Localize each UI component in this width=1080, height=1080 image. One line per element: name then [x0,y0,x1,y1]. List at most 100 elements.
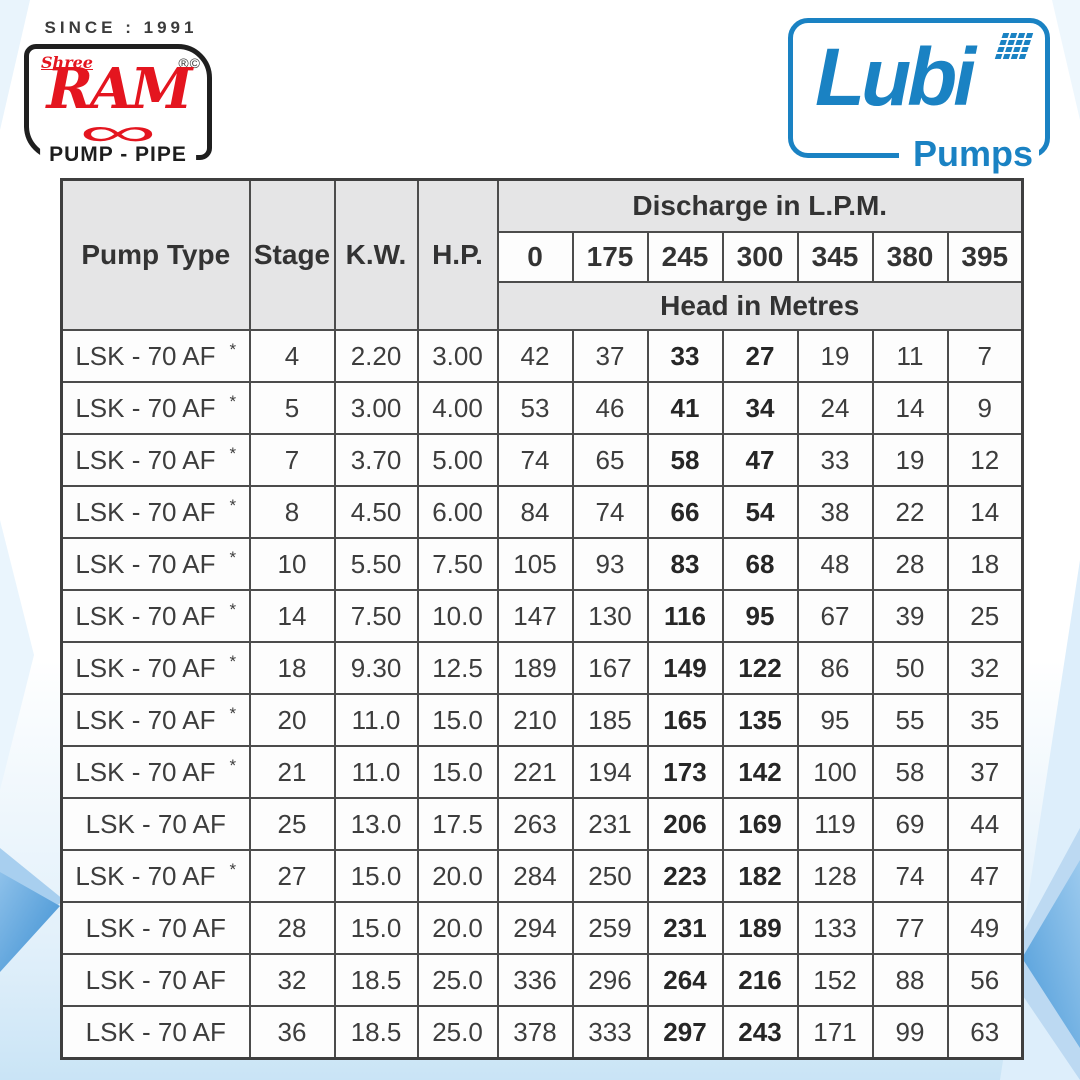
asterisk: * [229,340,237,359]
head-value-cell: 74 [571,485,649,539]
lubi-pumps-label: Pumps [898,133,1039,175]
pump-type-cell: LSK - 70 AF * [60,849,251,903]
head-value-cell: 173 [646,745,724,799]
head-value-cell: 296 [571,953,649,1007]
stage-cell: 14 [248,589,336,643]
head-value-cell: 7 [946,329,1024,383]
hp-cell: 10.0 [416,589,499,643]
head-value-cell: 119 [796,797,874,851]
table-body: LSK - 70 AF * 4 2.20 3.00 42 37 33 27 19 11 7 LSK - … [60,329,1024,1060]
asterisk: * [229,704,237,723]
head-value-cell: 19 [796,329,874,383]
head-value-cell: 54 [721,485,799,539]
discharge-value: 175 [571,231,649,283]
since-1991-label: SINCE : 1991 [44,18,198,37]
pump-type-cell: LSK - 70 AF [60,901,251,955]
pump-type-cell: LSK - 70 AF * [60,693,251,747]
head-value-cell: 55 [871,693,949,747]
head-value-cell: 83 [646,537,724,591]
head-value-cell: 95 [721,589,799,643]
head-value-cell: 41 [646,381,724,435]
table-row: LSK - 70 AF 28 15.0 20.0 294 259 231 189 133 77 49 [60,901,1024,955]
discharge-value: 395 [946,231,1024,283]
kw-cell: 11.0 [333,745,419,799]
hp-cell: 7.50 [416,537,499,591]
discharge-value: 245 [646,231,724,283]
lubi-logo: Lubi Pumps [788,18,1050,175]
head-value-cell: 216 [721,953,799,1007]
head-value-cell: 182 [721,849,799,903]
kw-cell: 11.0 [333,693,419,747]
hp-cell: 25.0 [416,1005,499,1060]
pump-pipe-label: PUMP - PIPE [40,143,196,167]
asterisk: * [229,652,237,671]
head-value-cell: 147 [496,589,574,643]
hp-cell: 17.5 [416,797,499,851]
kw-cell: 13.0 [333,797,419,851]
hp-cell: 6.00 [416,485,499,539]
head-value-cell: 99 [871,1005,949,1060]
head-value-cell: 243 [721,1005,799,1060]
lubi-wordmark: Lubi [815,32,976,123]
asterisk: * [229,860,237,879]
head-value-cell: 130 [571,589,649,643]
head-value-cell: 42 [496,329,574,383]
head-value-cell: 116 [646,589,724,643]
head-value-cell: 93 [571,537,649,591]
stage-cell: 21 [248,745,336,799]
head-value-cell: 11 [871,329,949,383]
head-value-cell: 28 [871,537,949,591]
head-value-cell: 49 [946,901,1024,955]
spec-table-container: Pump Type Stage K.W. H.P. Discharge in L… [60,178,1024,1060]
head-value-cell: 67 [796,589,874,643]
head-value-cell: 27 [721,329,799,383]
table-row: LSK - 70 AF * 20 11.0 15.0 210 185 165 135 95 55 35 [60,693,1024,747]
ram-logo-frame: Shree ®© RAM ∞ PUMP - PIPE [24,44,212,167]
discharge-value: 380 [871,231,949,283]
head-value-cell: 142 [721,745,799,799]
kw-cell: 15.0 [333,849,419,903]
asterisk: * [229,756,237,775]
asterisk: * [229,600,237,619]
stage-cell: 32 [248,953,336,1007]
head-value-cell: 223 [646,849,724,903]
head-value-cell: 189 [496,641,574,695]
table-row: LSK - 70 AF 36 18.5 25.0 378 333 297 243 171 99 63 [60,1005,1024,1060]
stage-cell: 27 [248,849,336,903]
head-value-cell: 47 [721,433,799,487]
head-value-cell: 189 [721,901,799,955]
head-value-cell: 14 [946,485,1024,539]
head-value-cell: 19 [871,433,949,487]
head-value-cell: 9 [946,381,1024,435]
stage-cell: 8 [248,485,336,539]
kw-cell: 7.50 [333,589,419,643]
head-value-cell: 35 [946,693,1024,747]
stage-cell: 18 [248,641,336,695]
halftone-grid-icon [994,33,1034,59]
head-value-cell: 171 [796,1005,874,1060]
ram-logo: SINCE : 1991 Shree ®© RAM ∞ PUMP - PIPE [24,18,212,168]
hp-cell: 15.0 [416,693,499,747]
head-value-cell: 63 [946,1005,1024,1060]
head-value-cell: 294 [496,901,574,955]
head-value-cell: 53 [496,381,574,435]
table-row: LSK - 70 AF * 5 3.00 4.00 53 46 41 34 24 14 9 [60,381,1024,435]
table-row: LSK - 70 AF * 10 5.50 7.50 105 93 83 68 48 28 18 [60,537,1024,591]
head-value-cell: 297 [646,1005,724,1060]
head-value-cell: 86 [796,641,874,695]
head-value-cell: 24 [796,381,874,435]
col-header-stage: Stage [248,178,336,331]
head-value-cell: 68 [721,537,799,591]
head-value-cell: 210 [496,693,574,747]
hp-cell: 3.00 [416,329,499,383]
kw-cell: 5.50 [333,537,419,591]
head-value-cell: 135 [721,693,799,747]
head-value-cell: 221 [496,745,574,799]
table-row: LSK - 70 AF 25 13.0 17.5 263 231 206 169 119 69 44 [60,797,1024,851]
pump-type-cell: LSK - 70 AF * [60,745,251,799]
hp-cell: 20.0 [416,901,499,955]
table-row: LSK - 70 AF * 7 3.70 5.00 74 65 58 47 33 19 12 [60,433,1024,487]
head-value-cell: 32 [946,641,1024,695]
head-value-cell: 128 [796,849,874,903]
table-row: LSK - 70 AF * 18 9.30 12.5 189 167 149 122 86 50 32 [60,641,1024,695]
